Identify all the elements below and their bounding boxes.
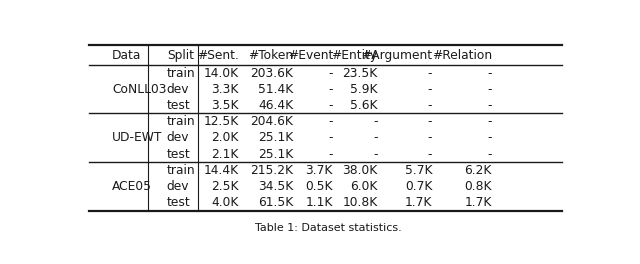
- Text: 2.5K: 2.5K: [211, 180, 239, 193]
- Text: train: train: [167, 67, 195, 80]
- Text: 215.2K: 215.2K: [250, 164, 293, 177]
- Text: train: train: [167, 164, 195, 177]
- Text: 14.4K: 14.4K: [204, 164, 239, 177]
- Text: 204.6K: 204.6K: [250, 115, 293, 128]
- Text: -: -: [373, 131, 378, 144]
- Text: -: -: [328, 148, 333, 161]
- Text: 2.1K: 2.1K: [211, 148, 239, 161]
- Text: -: -: [328, 131, 333, 144]
- Text: 0.5K: 0.5K: [305, 180, 333, 193]
- Text: Table 1: Dataset statistics.: Table 1: Dataset statistics.: [255, 223, 401, 233]
- Text: 5.6K: 5.6K: [350, 99, 378, 112]
- Text: -: -: [428, 115, 432, 128]
- Text: UD-EWT: UD-EWT: [112, 131, 163, 144]
- Text: -: -: [328, 67, 333, 80]
- Text: -: -: [487, 67, 492, 80]
- Text: ACE05: ACE05: [112, 180, 152, 193]
- Text: 4.0K: 4.0K: [211, 196, 239, 209]
- Text: 3.7K: 3.7K: [305, 164, 333, 177]
- Text: -: -: [428, 148, 432, 161]
- Text: train: train: [167, 115, 195, 128]
- Text: -: -: [487, 131, 492, 144]
- Text: 5.7K: 5.7K: [404, 164, 432, 177]
- Text: -: -: [373, 148, 378, 161]
- Text: 38.0K: 38.0K: [342, 164, 378, 177]
- Text: -: -: [487, 115, 492, 128]
- Text: 10.8K: 10.8K: [342, 196, 378, 209]
- Text: Data: Data: [112, 49, 141, 62]
- Text: test: test: [167, 148, 191, 161]
- Text: -: -: [487, 99, 492, 112]
- Text: -: -: [328, 83, 333, 96]
- Text: 34.5K: 34.5K: [258, 180, 293, 193]
- Text: 1.1K: 1.1K: [305, 196, 333, 209]
- Text: 3.5K: 3.5K: [211, 99, 239, 112]
- Text: 2.0K: 2.0K: [211, 131, 239, 144]
- Text: #Argument: #Argument: [361, 49, 432, 62]
- Text: 3.3K: 3.3K: [211, 83, 239, 96]
- Text: -: -: [428, 99, 432, 112]
- Text: 6.2K: 6.2K: [464, 164, 492, 177]
- Text: -: -: [328, 115, 333, 128]
- Text: 1.7K: 1.7K: [464, 196, 492, 209]
- Text: -: -: [487, 148, 492, 161]
- Text: -: -: [373, 115, 378, 128]
- Text: test: test: [167, 196, 191, 209]
- Text: -: -: [428, 67, 432, 80]
- Text: 14.0K: 14.0K: [204, 67, 239, 80]
- Text: 51.4K: 51.4K: [258, 83, 293, 96]
- Text: #Relation: #Relation: [431, 49, 492, 62]
- Text: 0.8K: 0.8K: [464, 180, 492, 193]
- Text: dev: dev: [167, 180, 189, 193]
- Text: -: -: [328, 99, 333, 112]
- Text: 1.7K: 1.7K: [404, 196, 432, 209]
- Text: #Sent.: #Sent.: [197, 49, 239, 62]
- Text: Split: Split: [167, 49, 194, 62]
- Text: #Token: #Token: [248, 49, 293, 62]
- Text: CoNLL03: CoNLL03: [112, 83, 167, 96]
- Text: 12.5K: 12.5K: [204, 115, 239, 128]
- Text: 5.9K: 5.9K: [350, 83, 378, 96]
- Text: 6.0K: 6.0K: [350, 180, 378, 193]
- Text: dev: dev: [167, 131, 189, 144]
- Text: 203.6K: 203.6K: [250, 67, 293, 80]
- Text: -: -: [487, 83, 492, 96]
- Text: #Event: #Event: [287, 49, 333, 62]
- Text: 25.1K: 25.1K: [258, 131, 293, 144]
- Text: 25.1K: 25.1K: [258, 148, 293, 161]
- Text: 23.5K: 23.5K: [342, 67, 378, 80]
- Text: -: -: [428, 131, 432, 144]
- Text: 61.5K: 61.5K: [258, 196, 293, 209]
- Text: 46.4K: 46.4K: [258, 99, 293, 112]
- Text: dev: dev: [167, 83, 189, 96]
- Text: #Entity: #Entity: [332, 49, 378, 62]
- Text: test: test: [167, 99, 191, 112]
- Text: 0.7K: 0.7K: [404, 180, 432, 193]
- Text: -: -: [428, 83, 432, 96]
